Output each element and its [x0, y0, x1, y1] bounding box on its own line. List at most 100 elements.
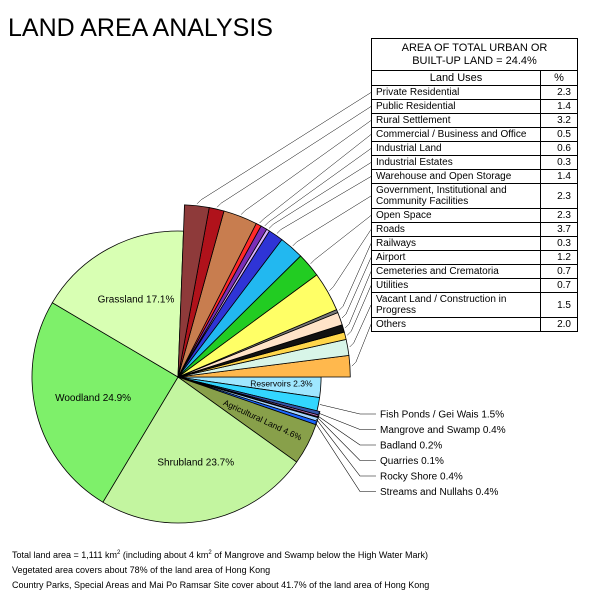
slice-grassland — [51, 230, 184, 378]
land-use-percent: 3.2 — [540, 113, 577, 128]
leader-line-airport — [341, 257, 372, 319]
callout-label-badland: Badland 0.2% — [380, 441, 442, 452]
table-row: Warehouse and Open Storage 1.4 — [372, 169, 577, 184]
land-use-percent: 0.7 — [540, 264, 577, 279]
land-use-percent: 0.6 — [540, 141, 577, 156]
land-use-label: Public Residential — [372, 99, 541, 114]
callout-label-rocky-shore: Rocky Shore 0.4% — [380, 472, 463, 483]
table-row: Railways 0.3 — [372, 236, 577, 251]
footnotes: Total land area = 1,111 km2 (including a… — [12, 546, 429, 593]
land-use-label: Open Space — [372, 208, 541, 223]
slice-label-shrubland: Shrubland 23.7% — [157, 457, 234, 468]
slice-shrubland — [102, 376, 298, 524]
land-use-percent: 2.3 — [540, 183, 577, 209]
land-use-percent: 0.5 — [540, 127, 577, 142]
table-row: Commercial / Business and Office 0.5 — [372, 127, 577, 142]
callout-line-mangrove-and-swamp — [317, 412, 376, 430]
land-use-label: Warehouse and Open Storage — [372, 169, 541, 184]
callout-line-badland — [317, 415, 376, 446]
table-header-line1: AREA OF TOTAL URBAN OR — [401, 42, 548, 54]
land-use-label: Rural Settlement — [372, 113, 541, 128]
land-use-percent: 0.3 — [540, 236, 577, 251]
land-use-label: Private Residential — [372, 85, 541, 100]
table-row: Vacant Land / Construction in Progress 1.… — [372, 292, 577, 318]
leader-line-utilities — [347, 285, 372, 336]
slice-woodland — [31, 302, 179, 503]
land-use-label: Industrial Estates — [372, 155, 541, 170]
leader-line-public-residential — [216, 106, 372, 208]
leader-line-government-institutional-and-community-facilities — [292, 195, 372, 247]
table-row: Utilities 0.7 — [372, 278, 577, 293]
land-use-label: Government, Institutional and Community … — [372, 183, 541, 209]
slice-label-woodland: Woodland 24.9% — [55, 393, 131, 404]
land-use-label: Vacant Land / Construction in Progress — [372, 292, 541, 318]
callout-line-fish-ponds-gei-wais — [319, 404, 376, 415]
leader-line-roads — [329, 229, 372, 291]
land-use-percent: 0.7 — [540, 278, 577, 293]
leader-line-commercial-business-and-office — [259, 134, 372, 224]
table-header-line2: BUILT-UP LAND = 24.4% — [412, 55, 537, 67]
land-use-percent: 1.2 — [540, 250, 577, 265]
land-use-percent: 2.0 — [540, 317, 577, 331]
table-row: Industrial Land 0.6 — [372, 141, 577, 156]
leader-line-cemeteries-and-crematoria — [345, 271, 372, 329]
table-row: Airport 1.2 — [372, 250, 577, 265]
land-use-percent: 2.3 — [540, 85, 577, 100]
slice-private-residential — [177, 204, 210, 378]
land-use-percent: 0.3 — [540, 155, 577, 170]
table-row: Open Space 2.3 — [372, 208, 577, 223]
table-row: Private Residential 2.3 — [372, 85, 577, 100]
table-header-row: Land Uses % — [372, 71, 577, 86]
callout-line-rocky-shore — [316, 418, 376, 477]
land-use-percent: 1.5 — [540, 292, 577, 318]
slice-label-reservoirs: Reservoirs 2.3% — [250, 379, 313, 389]
leader-line-warehouse-and-open-storage — [276, 176, 372, 234]
footnote-text: (including about 4 km — [120, 550, 209, 560]
leader-line-railways — [338, 243, 372, 311]
land-use-percent: 2.3 — [540, 208, 577, 223]
leader-line-vacant-land-construction-in-progress — [349, 304, 372, 348]
table-row: Cemeteries and Crematoria 0.7 — [372, 264, 577, 279]
footnote-total-area: Total land area = 1,111 km2 (including a… — [12, 546, 429, 563]
table-row: Government, Institutional and Community … — [372, 183, 577, 209]
column-header-percent: % — [540, 71, 577, 86]
footnote-sup: 2 — [116, 550, 121, 556]
column-header-land-uses: Land Uses — [429, 71, 483, 84]
footnote-country-parks: Country Parks, Special Areas and Mai Po … — [12, 580, 430, 590]
land-use-percent: 3.7 — [540, 222, 577, 237]
table-row: Industrial Estates 0.3 — [372, 155, 577, 170]
footnote-sup: 2 — [208, 550, 212, 556]
table-row: Rural Settlement 3.2 — [372, 113, 577, 128]
table-header: AREA OF TOTAL URBAN OR BUILT-UP LAND = 2… — [372, 39, 577, 71]
table-row: Roads 3.7 — [372, 222, 577, 237]
table-row: Others 2.0 — [372, 317, 577, 331]
callout-label-fish-ponds-gei-wais: Fish Ponds / Gei Wais 1.5% — [380, 410, 504, 421]
leader-line-rural-settlement — [240, 120, 372, 215]
leader-line-industrial-land — [264, 148, 372, 227]
footnote-text: of Mangrove and Swamp below the High Wat… — [211, 550, 428, 560]
land-use-percent: 1.4 — [540, 169, 577, 184]
land-use-label: Cemeteries and Crematoria — [372, 264, 541, 279]
leader-line-open-space — [310, 215, 372, 264]
land-use-label: Others — [372, 317, 541, 331]
callout-line-streams-and-nullahs — [314, 422, 376, 492]
land-use-label: Roads — [372, 222, 541, 237]
land-use-percent: 1.4 — [540, 99, 577, 114]
callout-line-quarries — [316, 416, 376, 461]
land-use-label: Railways — [372, 236, 541, 251]
callout-label-mangrove-and-swamp: Mangrove and Swamp 0.4% — [380, 425, 506, 436]
land-use-label: Commercial / Business and Office — [372, 127, 541, 142]
leader-line-others — [351, 324, 372, 367]
callout-label-quarries: Quarries 0.1% — [380, 456, 444, 467]
callout-label-streams-and-nullahs: Streams and Nullahs 0.4% — [380, 487, 499, 498]
footnote-text: Total land area = 1,111 km — [12, 550, 117, 560]
chart-title: LAND AREA ANALYSIS — [8, 14, 273, 42]
slice-label-grassland: Grassland 17.1% — [98, 295, 175, 306]
urban-land-table: AREA OF TOTAL URBAN OR BUILT-UP LAND = 2… — [371, 38, 578, 332]
land-use-label: Utilities — [372, 278, 541, 293]
table-row: Public Residential 1.4 — [372, 99, 577, 114]
leader-line-industrial-estates — [268, 162, 372, 229]
land-use-table: Land Uses % Private Residential 2.3 Public… — [372, 71, 577, 331]
footnote-vegetated: Vegetated area covers about 78% of the l… — [12, 565, 271, 575]
